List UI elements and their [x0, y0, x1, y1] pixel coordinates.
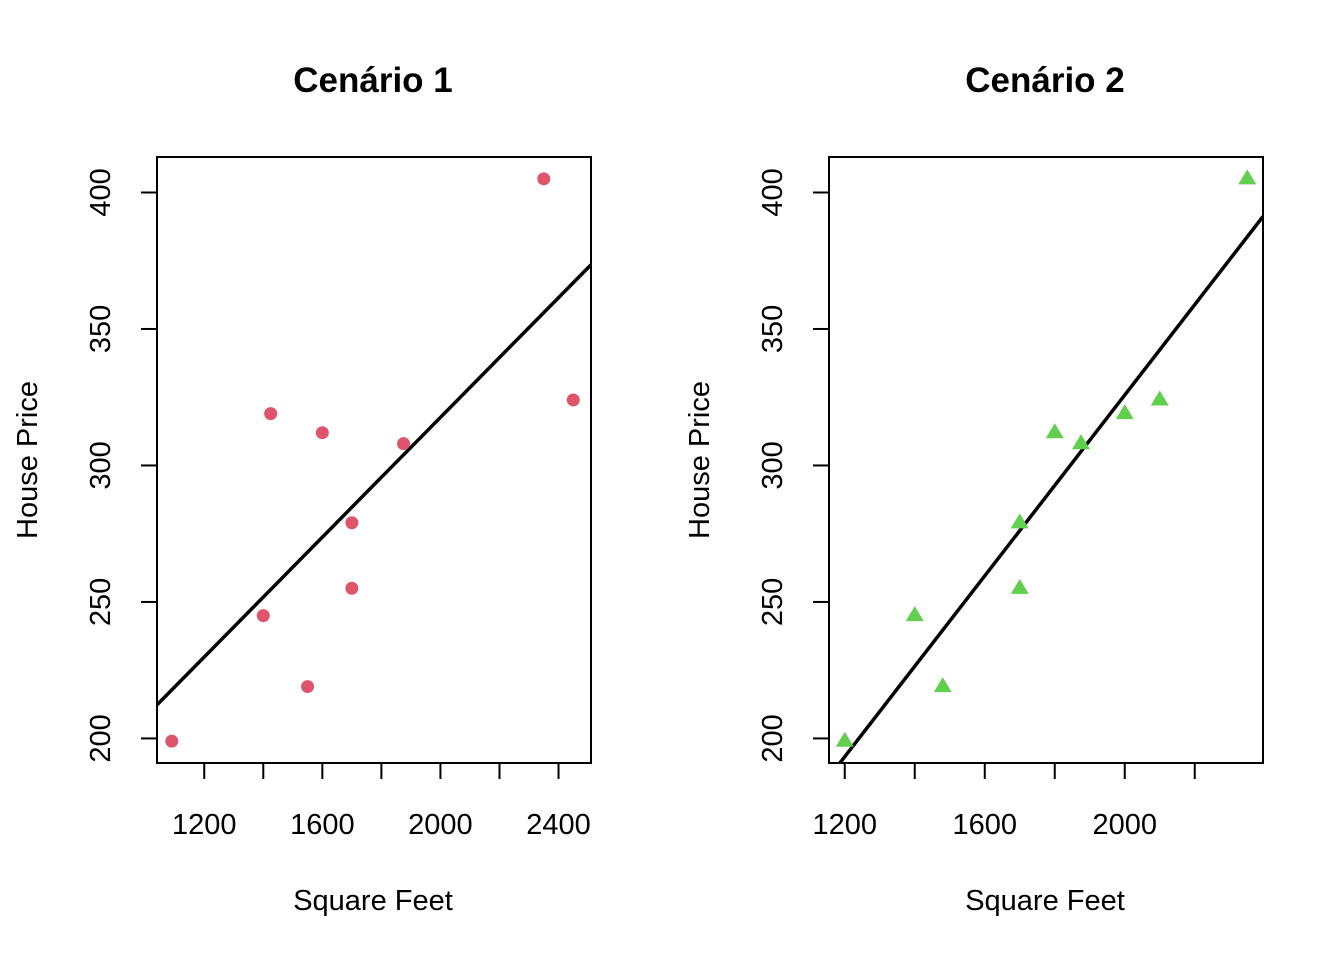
- regression-line: [157, 263, 591, 707]
- y-tick-label: 400: [85, 168, 117, 216]
- data-point: [345, 516, 359, 530]
- plot-frame: [828, 156, 1264, 764]
- data-point: [165, 734, 179, 748]
- plot-area: 1200 1600 2000 2400 200 250 300 350 400: [85, 156, 592, 841]
- data-point: [1150, 390, 1169, 406]
- y-tick-label: 400: [757, 168, 789, 216]
- data-point: [933, 677, 952, 693]
- data-point: [537, 172, 551, 186]
- data-point: [905, 606, 924, 622]
- data-point: [1010, 513, 1029, 529]
- data-point: [835, 731, 854, 747]
- regression-line: [837, 215, 1263, 763]
- x-tick-label: 2400: [526, 809, 591, 841]
- chart-title: Cenário 1: [293, 61, 453, 100]
- x-tick-label: 2000: [1092, 809, 1157, 841]
- x-axis-label: Square Feet: [965, 885, 1125, 917]
- plot-area: 1200 1600 2000 200 250 300 350 400: [757, 156, 1264, 841]
- data-point: [397, 437, 411, 451]
- x-tick-label: 1200: [812, 809, 877, 841]
- x-tick-label: 2000: [408, 809, 473, 841]
- panel-cenario-2: Cenário 2 Square Feet House Price 1200 16…: [684, 61, 1264, 917]
- data-point: [1072, 434, 1090, 450]
- y-tick-label: 350: [85, 305, 117, 353]
- data-point: [1115, 404, 1134, 420]
- data-point: [264, 407, 278, 421]
- y-axis-label: House Price: [12, 381, 44, 539]
- y-tick-label: 300: [757, 441, 789, 489]
- data-point: [1238, 169, 1257, 185]
- data-point: [566, 393, 580, 407]
- y-tick-label: 350: [757, 305, 789, 353]
- x-tick-label: 1600: [952, 809, 1017, 841]
- x-tick-label: 1200: [172, 809, 237, 841]
- data-point: [1010, 578, 1029, 594]
- y-axis-label: House Price: [684, 381, 716, 539]
- y-tick-label: 200: [85, 714, 117, 762]
- data-point: [345, 581, 359, 595]
- y-tick-label: 300: [85, 441, 117, 489]
- chart-title: Cenário 2: [965, 61, 1125, 100]
- data-point: [256, 609, 270, 623]
- y-tick-label: 250: [757, 578, 789, 626]
- data-point: [1045, 423, 1064, 439]
- data-point: [301, 680, 315, 694]
- y-tick-label: 200: [757, 714, 789, 762]
- y-tick-label: 250: [85, 578, 117, 626]
- x-tick-label: 1600: [290, 809, 355, 841]
- data-point: [315, 426, 329, 440]
- plot-frame: [156, 156, 592, 764]
- x-axis-label: Square Feet: [293, 885, 453, 917]
- panel-cenario-1: Cenário 1 Square Feet House Price 1200 16…: [12, 61, 592, 917]
